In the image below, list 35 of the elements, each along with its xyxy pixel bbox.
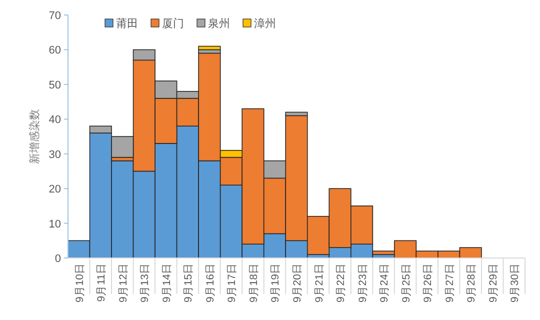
y-tick-label: 60 xyxy=(48,44,61,57)
y-axis-title: 新增感染数 xyxy=(28,109,41,164)
x-tick-label: 9月27日 xyxy=(444,263,456,303)
x-tick-label: 9月11日 xyxy=(96,263,108,302)
x-tick-label: 9月18日 xyxy=(248,263,260,303)
x-tick-label: 9月29日 xyxy=(487,263,500,303)
x-tick-label: 9月19日 xyxy=(270,263,282,303)
y-tick-label: 70 xyxy=(48,10,61,22)
y-tick-label: 0 xyxy=(54,253,61,265)
legend-label: 泉州 xyxy=(208,17,230,30)
y-tick-label: 20 xyxy=(48,184,61,196)
x-tick-label: 9月24日 xyxy=(378,263,391,303)
y-tick-label: 10 xyxy=(48,218,61,230)
legend-label: 莆田 xyxy=(116,17,138,30)
legend-label: 漳州 xyxy=(254,17,276,30)
x-tick-label: 9月12日 xyxy=(117,263,130,303)
x-tick-label: 9月14日 xyxy=(160,263,173,303)
x-tick-label: 9月22日 xyxy=(335,263,348,303)
legend-label: 厦门 xyxy=(162,17,184,30)
x-tick-label: 9月23日 xyxy=(356,263,369,303)
y-tick-label: 40 xyxy=(48,114,61,126)
x-tick-label: 9月13日 xyxy=(139,263,152,303)
x-tick-label: 9月28日 xyxy=(466,263,478,303)
x-tick-label: 9月10日 xyxy=(74,263,86,303)
y-tick-label: 50 xyxy=(48,79,61,92)
x-tick-label: 9月20日 xyxy=(292,263,304,303)
x-tick-label: 9月21日 xyxy=(313,263,326,303)
x-tick-label: 9月15日 xyxy=(182,263,195,303)
x-tick-label: 9月16日 xyxy=(204,263,216,303)
x-tick-label: 9月25日 xyxy=(400,263,412,303)
bar xyxy=(198,46,221,50)
x-tick-label: 9月17日 xyxy=(226,263,238,303)
y-tick-label: 30 xyxy=(48,148,61,161)
x-tick-label: 9月26日 xyxy=(422,263,434,303)
x-tick-label: 9月30日 xyxy=(509,263,522,303)
